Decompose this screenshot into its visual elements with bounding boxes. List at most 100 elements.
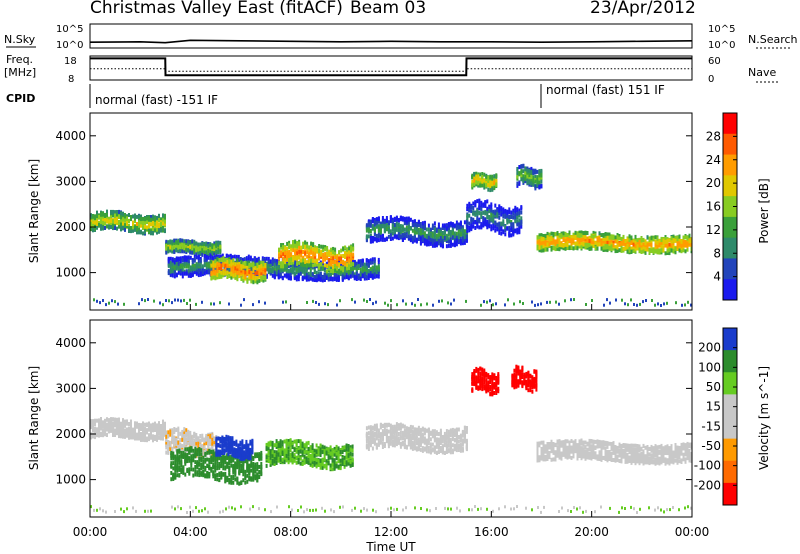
power-echo-cell — [419, 241, 422, 246]
power-echo-cell — [220, 273, 223, 278]
power-echo-cell — [102, 220, 104, 225]
power-echo-cell — [476, 218, 479, 223]
power-echo-cell — [480, 200, 483, 205]
power-echo-cell — [224, 267, 227, 272]
power-ground-scatter-cell — [519, 300, 521, 304]
power-echo-cell — [484, 203, 487, 207]
power-echo-cell — [427, 240, 430, 245]
power-echo-cell — [441, 239, 444, 244]
power-echo-cell — [218, 273, 221, 278]
power-echo-cell — [640, 250, 643, 254]
power-echo-cell — [365, 268, 368, 273]
power-echo-cell — [265, 262, 268, 267]
power-ground-scatter-cell — [564, 299, 566, 303]
power-echo-cell — [498, 230, 501, 235]
power-echo-cell — [330, 255, 333, 260]
power-echo-cell — [459, 228, 462, 233]
power-echo-cell — [443, 230, 446, 235]
power-echo-cell — [304, 251, 307, 256]
power-echo-cell — [290, 244, 293, 249]
power-echo-cell — [405, 234, 408, 239]
power-echo-cell — [492, 215, 495, 220]
power-echo-cell — [106, 219, 108, 223]
power-echo-cell — [158, 224, 160, 229]
power-echo-cell — [618, 234, 621, 239]
power-echo-cell — [334, 263, 337, 268]
power-echo-cell — [352, 266, 355, 271]
power-echo-cell — [413, 222, 416, 227]
power-echo-cell — [407, 224, 410, 229]
power-echo-cell — [205, 246, 208, 251]
power-echo-cell — [300, 246, 303, 251]
power-echo-cell — [628, 234, 631, 239]
power-colorbar-swatch — [723, 175, 737, 197]
power-echo-cell — [516, 174, 519, 179]
power-echo-cell — [189, 272, 192, 277]
power-echo-cell — [340, 254, 343, 259]
power-echo-cell — [234, 270, 237, 274]
power-echo-cell — [419, 228, 422, 233]
power-ground-scatter-cell — [570, 298, 572, 302]
power-echo-cell — [150, 222, 152, 227]
power-echo-cell — [112, 223, 114, 228]
power-echo-cell — [94, 220, 96, 225]
power-echo-cell — [486, 211, 489, 216]
power-echo-cell — [401, 216, 404, 221]
power-echo-cell — [359, 267, 362, 272]
power-echo-cell — [307, 271, 310, 276]
power-ground-scatter-cell — [624, 302, 626, 306]
power-echo-cell — [389, 215, 392, 220]
power-echo-cell — [315, 270, 318, 275]
power-echo-cell — [672, 238, 675, 243]
power-echo-cell — [164, 215, 166, 220]
power-ground-scatter-cell — [306, 301, 308, 304]
power-echo-cell — [610, 242, 613, 247]
power-echo-cell — [333, 277, 336, 282]
power-echo-cell — [482, 210, 485, 215]
power-echo-cell — [397, 233, 400, 238]
power-echo-cell — [381, 218, 384, 223]
power-echo-cell — [514, 208, 517, 213]
power-echo-cell — [315, 274, 318, 279]
power-echo-cell — [594, 240, 597, 245]
power-echo-cell — [312, 258, 315, 263]
power-echo-cell — [156, 229, 158, 234]
power-echo-cell — [173, 260, 176, 265]
power-echo-cell — [154, 221, 156, 226]
power-echo-cell — [498, 225, 501, 230]
power-echo-cell — [248, 274, 251, 279]
power-echo-cell — [520, 216, 523, 221]
power-ground-scatter-cell — [639, 302, 641, 306]
power-echo-cell — [369, 229, 372, 233]
power-echo-cell — [608, 239, 611, 244]
power-echo-cell — [248, 272, 251, 277]
power-echo-cell — [306, 241, 309, 246]
power-echo-cell — [622, 234, 625, 239]
power-echo-cell — [96, 214, 98, 218]
power-echo-cell — [201, 248, 204, 253]
power-echo-cell — [236, 268, 239, 273]
power-echo-cell — [171, 239, 174, 244]
power-echo-cell — [427, 236, 430, 241]
power-echo-cell — [90, 215, 92, 220]
power-echo-cell — [397, 236, 400, 241]
power-echo-cell — [528, 173, 531, 177]
power-echo-cell — [554, 242, 557, 246]
power-echo-cell — [393, 230, 396, 234]
power-echo-cell — [177, 261, 180, 266]
power-echo-cell — [102, 211, 104, 216]
power-echo-cell — [230, 275, 233, 280]
power-echo-cell — [437, 228, 440, 233]
power-echo-cell — [341, 274, 344, 279]
power-echo-cell — [544, 234, 547, 238]
power-echo-cell — [522, 174, 525, 179]
power-echo-cell — [365, 228, 368, 233]
power-echo-cell — [114, 220, 116, 225]
power-echo-cell — [306, 254, 309, 259]
power-echo-cell — [187, 264, 190, 269]
power-echo-cell — [662, 248, 665, 253]
freq-line — [90, 57, 692, 77]
power-ground-scatter-cell — [492, 303, 494, 307]
power-echo-cell — [183, 271, 186, 276]
power-echo-cell — [620, 241, 623, 245]
